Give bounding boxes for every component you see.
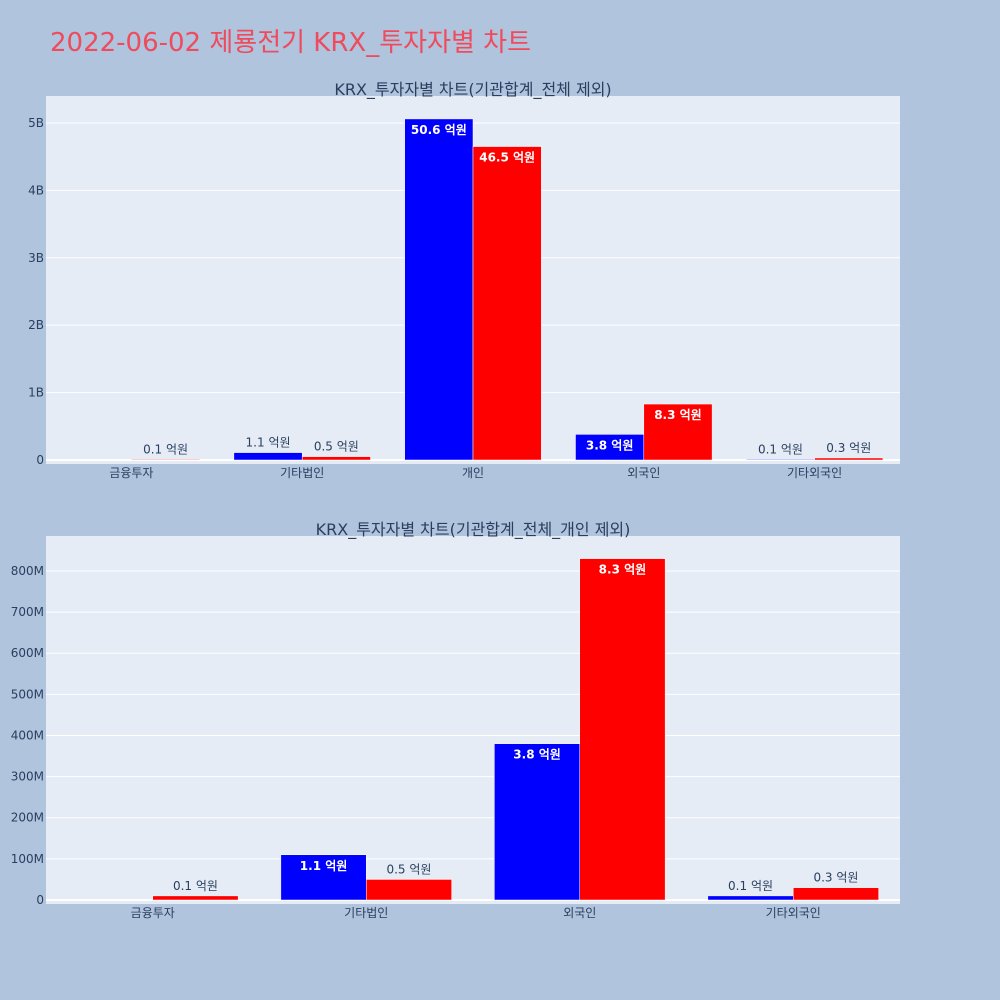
y-tick-label: 300M bbox=[11, 770, 44, 784]
x-tick-label: 기타법인 bbox=[344, 906, 388, 920]
buy-bar bbox=[280, 854, 367, 901]
x-tick-label: 기타외국인 bbox=[766, 906, 821, 920]
data-label: 1.1 억원 bbox=[246, 436, 291, 450]
page-title: 2022-06-02 제룡전기 KRX_투자자별 차트 bbox=[50, 28, 532, 58]
x-tick-label: 외국인 bbox=[563, 906, 596, 920]
data-label: 3.8 억원 bbox=[586, 438, 634, 452]
data-label: 0.3 억원 bbox=[826, 441, 871, 455]
x-tick-label: 개인 bbox=[462, 466, 484, 480]
data-label: 0.5 억원 bbox=[386, 862, 431, 876]
x-tick-label: 금융투자 bbox=[109, 466, 153, 480]
sell-bar bbox=[301, 456, 371, 461]
data-label: 0.5 억원 bbox=[314, 440, 359, 454]
y-tick-label: 600M bbox=[11, 646, 44, 660]
data-label: 0.1 억원 bbox=[758, 442, 803, 456]
y-tick-label: 5B bbox=[28, 116, 44, 130]
buy-bar bbox=[233, 452, 303, 461]
x-tick-label: 금융투자 bbox=[131, 906, 175, 920]
sell-bar bbox=[472, 146, 542, 461]
buy-bar bbox=[707, 895, 794, 901]
y-tick-label: 4B bbox=[28, 183, 44, 197]
chart-bottom: 0 100M 200M 300M 400M 500M 600M 700M 800M KRX_투자자… bbox=[11, 520, 900, 920]
chart-top: 0 1B 2B 3B 4B 5B KRX_투자자별 차트(기관합계_전체 제외) 금융투자 0.… bbox=[28, 80, 900, 480]
x-tick-label: 기타외국인 bbox=[787, 466, 842, 480]
y-tick-label: 100M bbox=[11, 852, 44, 866]
data-label: 0.1 억원 bbox=[143, 442, 188, 456]
data-label: 0.3 억원 bbox=[813, 871, 858, 885]
y-tick-label: 800M bbox=[11, 564, 44, 578]
sell-bar bbox=[366, 879, 452, 901]
data-label: 8.3 억원 bbox=[654, 408, 702, 422]
data-label: 8.3 억원 bbox=[599, 563, 647, 577]
buy-bar bbox=[746, 459, 815, 461]
chart-title: KRX_투자자별 차트(기관합계_전체_개인 제외) bbox=[316, 520, 631, 540]
y-tick-label: 500M bbox=[11, 687, 44, 701]
y-tick-label: 200M bbox=[11, 811, 44, 825]
sell-bar bbox=[814, 457, 884, 461]
chart-title: KRX_투자자별 차트(기관합계_전체 제외) bbox=[334, 80, 611, 100]
buy-bar bbox=[494, 743, 581, 901]
buy-bar bbox=[404, 118, 474, 461]
data-label: 46.5 억원 bbox=[479, 151, 535, 165]
x-tick-label: 기타법인 bbox=[280, 466, 324, 480]
sell-bar bbox=[131, 459, 200, 461]
y-tick-label: 1B bbox=[28, 386, 44, 400]
y-tick-label: 400M bbox=[11, 728, 44, 742]
data-label: 0.1 억원 bbox=[173, 879, 218, 893]
y-tick-label: 2B bbox=[28, 318, 44, 332]
y-tick-label: 0 bbox=[36, 453, 44, 467]
y-tick-label: 700M bbox=[11, 605, 44, 619]
plot-area bbox=[46, 536, 900, 904]
x-tick-label: 외국인 bbox=[627, 466, 660, 480]
sell-bar bbox=[643, 403, 713, 461]
y-tick-label: 0 bbox=[36, 893, 44, 907]
data-label: 3.8 억원 bbox=[513, 748, 561, 762]
sell-bar bbox=[793, 887, 879, 901]
data-label: 1.1 억원 bbox=[300, 859, 348, 873]
data-label: 50.6 억원 bbox=[411, 123, 467, 137]
sell-bar bbox=[152, 895, 239, 901]
y-tick-label: 3B bbox=[28, 251, 44, 265]
data-label: 0.1 억원 bbox=[728, 879, 773, 893]
sell-bar bbox=[579, 558, 666, 901]
